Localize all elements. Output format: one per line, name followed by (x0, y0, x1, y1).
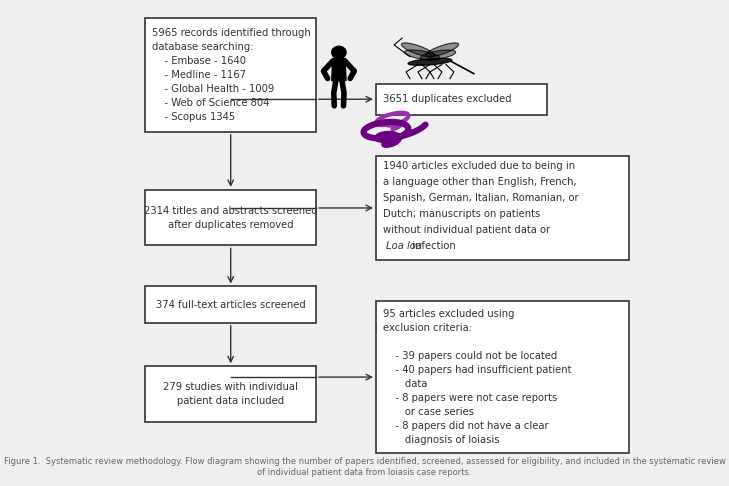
FancyBboxPatch shape (376, 84, 547, 115)
FancyBboxPatch shape (145, 286, 316, 323)
Polygon shape (425, 43, 459, 57)
Text: a language other than English, French,: a language other than English, French, (383, 176, 577, 187)
Polygon shape (402, 43, 434, 57)
Polygon shape (332, 58, 346, 81)
FancyBboxPatch shape (145, 366, 316, 422)
Text: 3651 duplicates excluded: 3651 duplicates excluded (383, 94, 511, 104)
Polygon shape (405, 50, 440, 60)
Text: 374 full-text articles screened: 374 full-text articles screened (156, 299, 305, 310)
Text: infection: infection (409, 241, 456, 250)
FancyBboxPatch shape (145, 18, 316, 132)
Text: without individual patient data or: without individual patient data or (383, 225, 550, 235)
Text: Figure 1.  Systematic review methodology. Flow diagram showing the number of pap: Figure 1. Systematic review methodology.… (4, 456, 725, 477)
Text: Spanish, German, Italian, Romanian, or: Spanish, German, Italian, Romanian, or (383, 192, 578, 203)
Polygon shape (421, 50, 456, 60)
Text: Loa loa: Loa loa (386, 241, 422, 250)
Text: 1940 articles excluded due to being in: 1940 articles excluded due to being in (383, 160, 575, 171)
Circle shape (332, 46, 346, 58)
FancyBboxPatch shape (376, 301, 629, 453)
Text: 5965 records identified through
database searching:
    - Embase - 1640
    - Me: 5965 records identified through database… (152, 28, 311, 122)
Text: 95 articles excluded using
exclusion criteria:

    - 39 papers could not be loc: 95 articles excluded using exclusion cri… (383, 309, 572, 445)
Text: 2314 titles and abstracts screened
after duplicates removed: 2314 titles and abstracts screened after… (144, 206, 318, 229)
FancyBboxPatch shape (145, 190, 316, 245)
FancyBboxPatch shape (376, 156, 629, 260)
Text: 279 studies with individual
patient data included: 279 studies with individual patient data… (163, 382, 298, 406)
Text: Dutch; manuscripts on patients: Dutch; manuscripts on patients (383, 208, 540, 219)
Polygon shape (408, 58, 452, 65)
